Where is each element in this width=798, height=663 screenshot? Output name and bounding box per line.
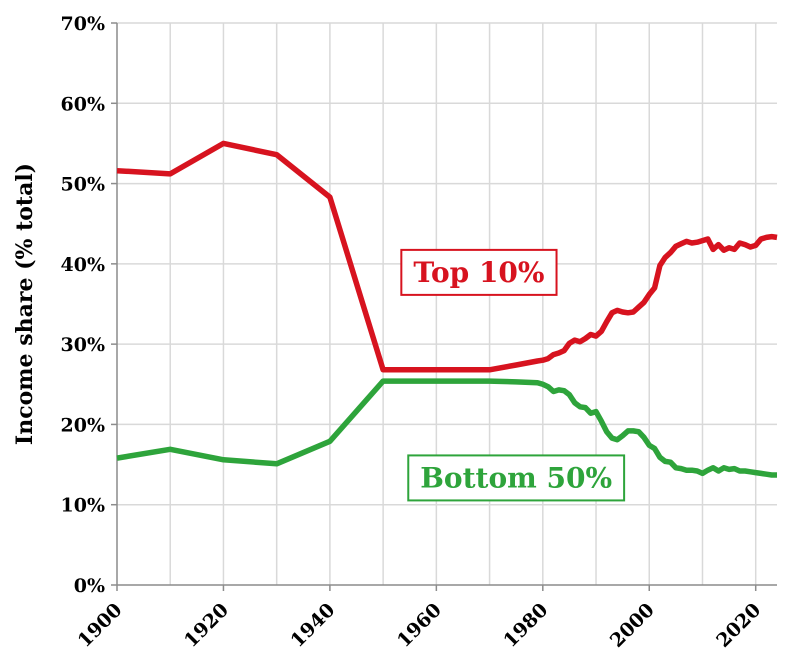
x-tick-label: 1900 [74, 599, 127, 652]
x-tick-label: 2020 [712, 599, 765, 652]
x-tick-label: 1920 [180, 599, 233, 652]
y-tick-label: 70% [61, 13, 106, 35]
y-tick-label: 50% [61, 174, 106, 196]
x-tick-label: 2000 [606, 599, 659, 652]
series-label-text: Top 10% [413, 256, 544, 289]
y-tick-label: 10% [61, 495, 106, 517]
series-label-text: Bottom 50% [420, 461, 612, 494]
series-line-bottom-50 [116, 378, 777, 478]
series-label-box: Bottom 50% [407, 454, 626, 502]
series-labels: Top 10% Bottom 50% [400, 248, 626, 502]
series-layer [116, 140, 778, 478]
y-axis-title: Income share (% total) [12, 163, 38, 445]
axes [111, 22, 777, 591]
y-tick-label: 20% [61, 414, 106, 436]
series-label-box: Top 10% [400, 248, 558, 296]
series-label-border [400, 248, 558, 296]
y-tick-label: 40% [61, 254, 106, 276]
series-label-border [407, 454, 626, 502]
y-tick-label: 30% [61, 334, 106, 356]
x-tick-label: 1940 [286, 599, 339, 652]
y-tick-label: 0% [74, 575, 105, 597]
x-tick-label: 1980 [499, 599, 552, 652]
x-tick-label: 1960 [393, 599, 446, 652]
tick-labels: 0% 10% 20% 30% 40% 50% 60% 70% 1900 1920 1940 1960 1… [61, 13, 766, 652]
series-line-top-10 [116, 140, 778, 373]
y-tick-label: 60% [61, 93, 106, 115]
